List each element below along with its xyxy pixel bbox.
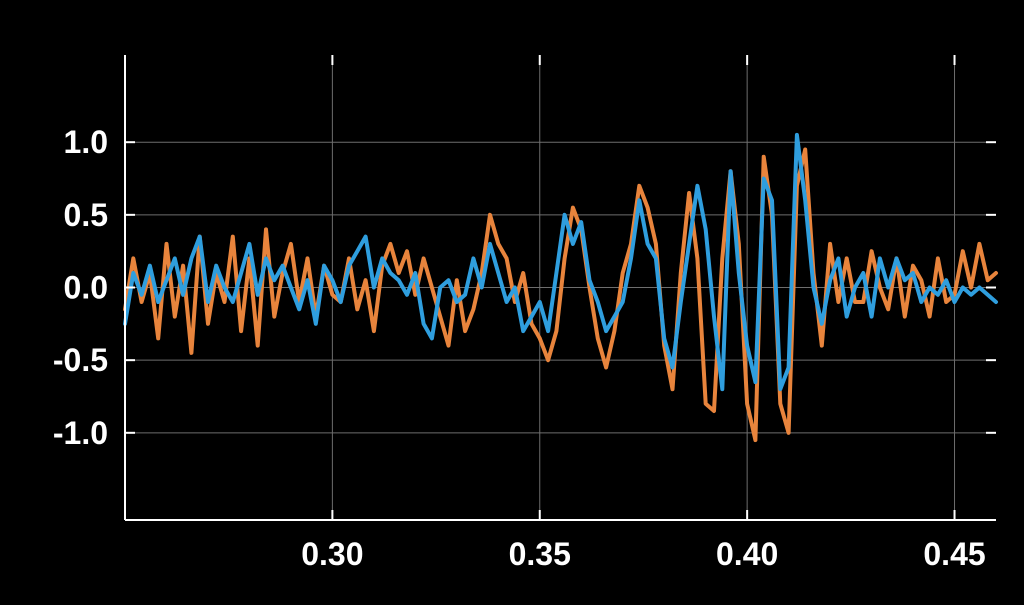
tick-labels: 0.30 0.35 0.40 0.45 1.0 0.5 0.0 -0.5 -1.0: [53, 124, 986, 572]
y-tick-label: 0.0: [64, 270, 108, 306]
x-tick-label: 0.45: [923, 536, 985, 572]
y-tick-label: -1.0: [53, 415, 108, 451]
y-tick-label: 1.0: [64, 124, 108, 160]
series-line-2: [123, 132, 998, 392]
axes: [124, 55, 996, 521]
series-lines: [123, 132, 998, 443]
y-tick-label: 0.5: [64, 197, 108, 233]
y-tick-label: -0.5: [53, 342, 108, 378]
x-tick-label: 0.35: [509, 536, 571, 572]
x-tick-label: 0.30: [301, 536, 363, 572]
x-tick-label: 0.40: [716, 536, 778, 572]
